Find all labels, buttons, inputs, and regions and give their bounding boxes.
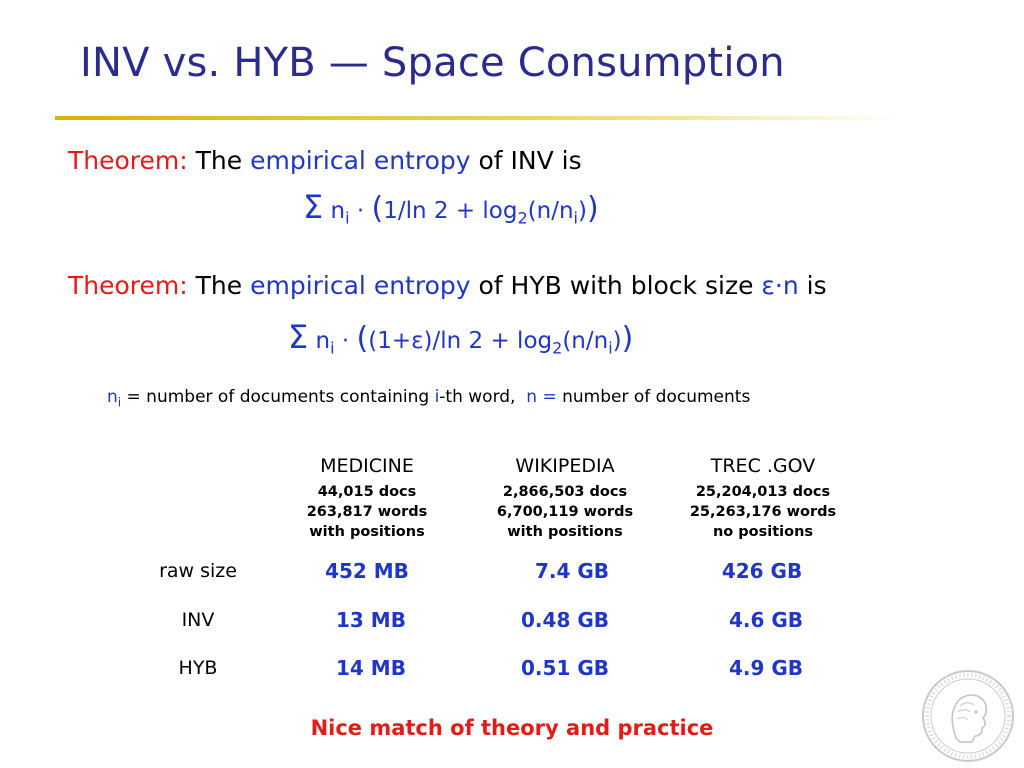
formula-1-close-inner: ): [578, 198, 587, 224]
formula-2-sigma: Σ: [288, 318, 309, 356]
formula-1-sub-i: i: [345, 208, 350, 228]
theorem-2-the: The: [195, 271, 243, 300]
definitions-note: ni = number of documents containing i-th…: [107, 387, 750, 409]
formula-1-dot: ·: [356, 198, 365, 224]
cell-hyb-medicine: 14 MB: [336, 656, 406, 680]
theorem-1-label: Theorem:: [68, 146, 188, 175]
formula-2-close-inner: ): [612, 328, 622, 354]
note-text3: number of documents: [562, 387, 751, 407]
cell-raw-size-medicine: 452 MB: [325, 559, 409, 583]
note-i: i: [434, 387, 440, 407]
cell-inv-wikipedia: 0.48 GB: [521, 608, 609, 632]
formula-1-close-paren: ): [586, 191, 599, 226]
trec-gov-positions: no positions: [712, 524, 814, 540]
formula-1-open-paren: (: [371, 191, 384, 226]
theorem-1: Theorem: The empirical entropy of INV is: [68, 146, 582, 175]
cell-inv-medicine: 13 MB: [336, 608, 406, 632]
theorem-2: Theorem: The empirical entropy of HYB wi…: [68, 271, 827, 300]
formula-2-close-paren: ): [621, 321, 634, 356]
note-sub-i: i: [117, 395, 122, 410]
formula-2-open-paren: (: [356, 321, 369, 356]
theorem-2-param: ε·n: [761, 271, 799, 300]
column-meta-medicine: 44,015 docs 263,817 words with positions: [277, 482, 457, 542]
formula-2-body1: (1+ε)/ln 2 + log: [368, 328, 553, 354]
formula-1-n: n: [330, 198, 346, 224]
slide-title: INV vs. HYB — Space Consumption: [80, 40, 785, 86]
trec-gov-words: 25,263,176 words: [689, 504, 837, 520]
note-text2: -th word,: [439, 387, 516, 407]
formula-2: Σ ni · ((1+ε)/ln 2 + log2(n/ni)): [288, 318, 633, 358]
wikipedia-words: 6,700,119 words: [496, 504, 634, 520]
cell-inv-trec-gov: 4.6 GB: [728, 608, 804, 632]
column-header-wikipedia: WIKIPEDIA: [515, 455, 615, 477]
note-text1: = number of documents containing: [126, 387, 430, 407]
cell-hyb-wikipedia: 0.51 GB: [521, 656, 609, 680]
column-meta-wikipedia: 2,866,503 docs 6,700,119 words with posi…: [475, 482, 655, 542]
theorem-1-rest: of INV is: [478, 146, 582, 175]
medicine-words: 263,817 words: [306, 504, 428, 520]
note-n: n: [107, 387, 118, 407]
formula-2-body2: (n/n: [562, 328, 609, 354]
trec-gov-docs: 25,204,013 docs: [695, 484, 831, 500]
cell-hyb-trec-gov: 4.9 GB: [728, 656, 804, 680]
theorem-2-is: is: [806, 271, 827, 300]
medicine-docs: 44,015 docs: [317, 484, 417, 500]
theorem-2-rest: of HYB with block size: [478, 271, 754, 300]
formula-2-sub-i2: i: [608, 338, 613, 358]
row-label-inv: INV: [181, 609, 215, 631]
formula-1-sub-2: 2: [517, 208, 528, 228]
formula-2-dot: ·: [341, 328, 350, 354]
formula-1-body2: (n/n: [527, 198, 574, 224]
institute-seal-icon: [922, 670, 1014, 762]
formula-1-sigma: Σ: [303, 188, 324, 226]
column-meta-trec-gov: 25,204,013 docs 25,263,176 words no posi…: [673, 482, 853, 542]
theorem-2-label: Theorem:: [68, 271, 188, 300]
formula-1-body1: 1/ln 2 + log: [383, 198, 518, 224]
theorem-1-term: empirical entropy: [250, 146, 471, 175]
formula-1-sub-i2: i: [573, 208, 578, 228]
title-underline: [55, 116, 905, 120]
formula-2-n: n: [315, 328, 331, 354]
note-n-equals: n =: [526, 387, 557, 407]
formula-2-sub-2: 2: [552, 338, 563, 358]
column-header-trec-gov: TREC .GOV: [710, 455, 816, 477]
row-label-hyb: HYB: [178, 657, 218, 679]
row-label-raw-size: raw size: [159, 560, 237, 582]
theorem-1-the: The: [195, 146, 243, 175]
wikipedia-docs: 2,866,503 docs: [502, 484, 628, 500]
column-header-medicine: MEDICINE: [320, 455, 414, 477]
wikipedia-positions: with positions: [507, 524, 623, 540]
cell-raw-size-trec-gov: 426 GB: [721, 559, 803, 583]
theorem-2-term: empirical entropy: [250, 271, 471, 300]
formula-1: Σ ni · (1/ln 2 + log2(n/ni)): [303, 188, 599, 228]
formula-2-sub-i: i: [330, 338, 335, 358]
conclusion-text: Nice match of theory and practice: [310, 716, 714, 740]
medicine-positions: with positions: [309, 524, 425, 540]
cell-raw-size-wikipedia: 7.4 GB: [534, 559, 610, 583]
